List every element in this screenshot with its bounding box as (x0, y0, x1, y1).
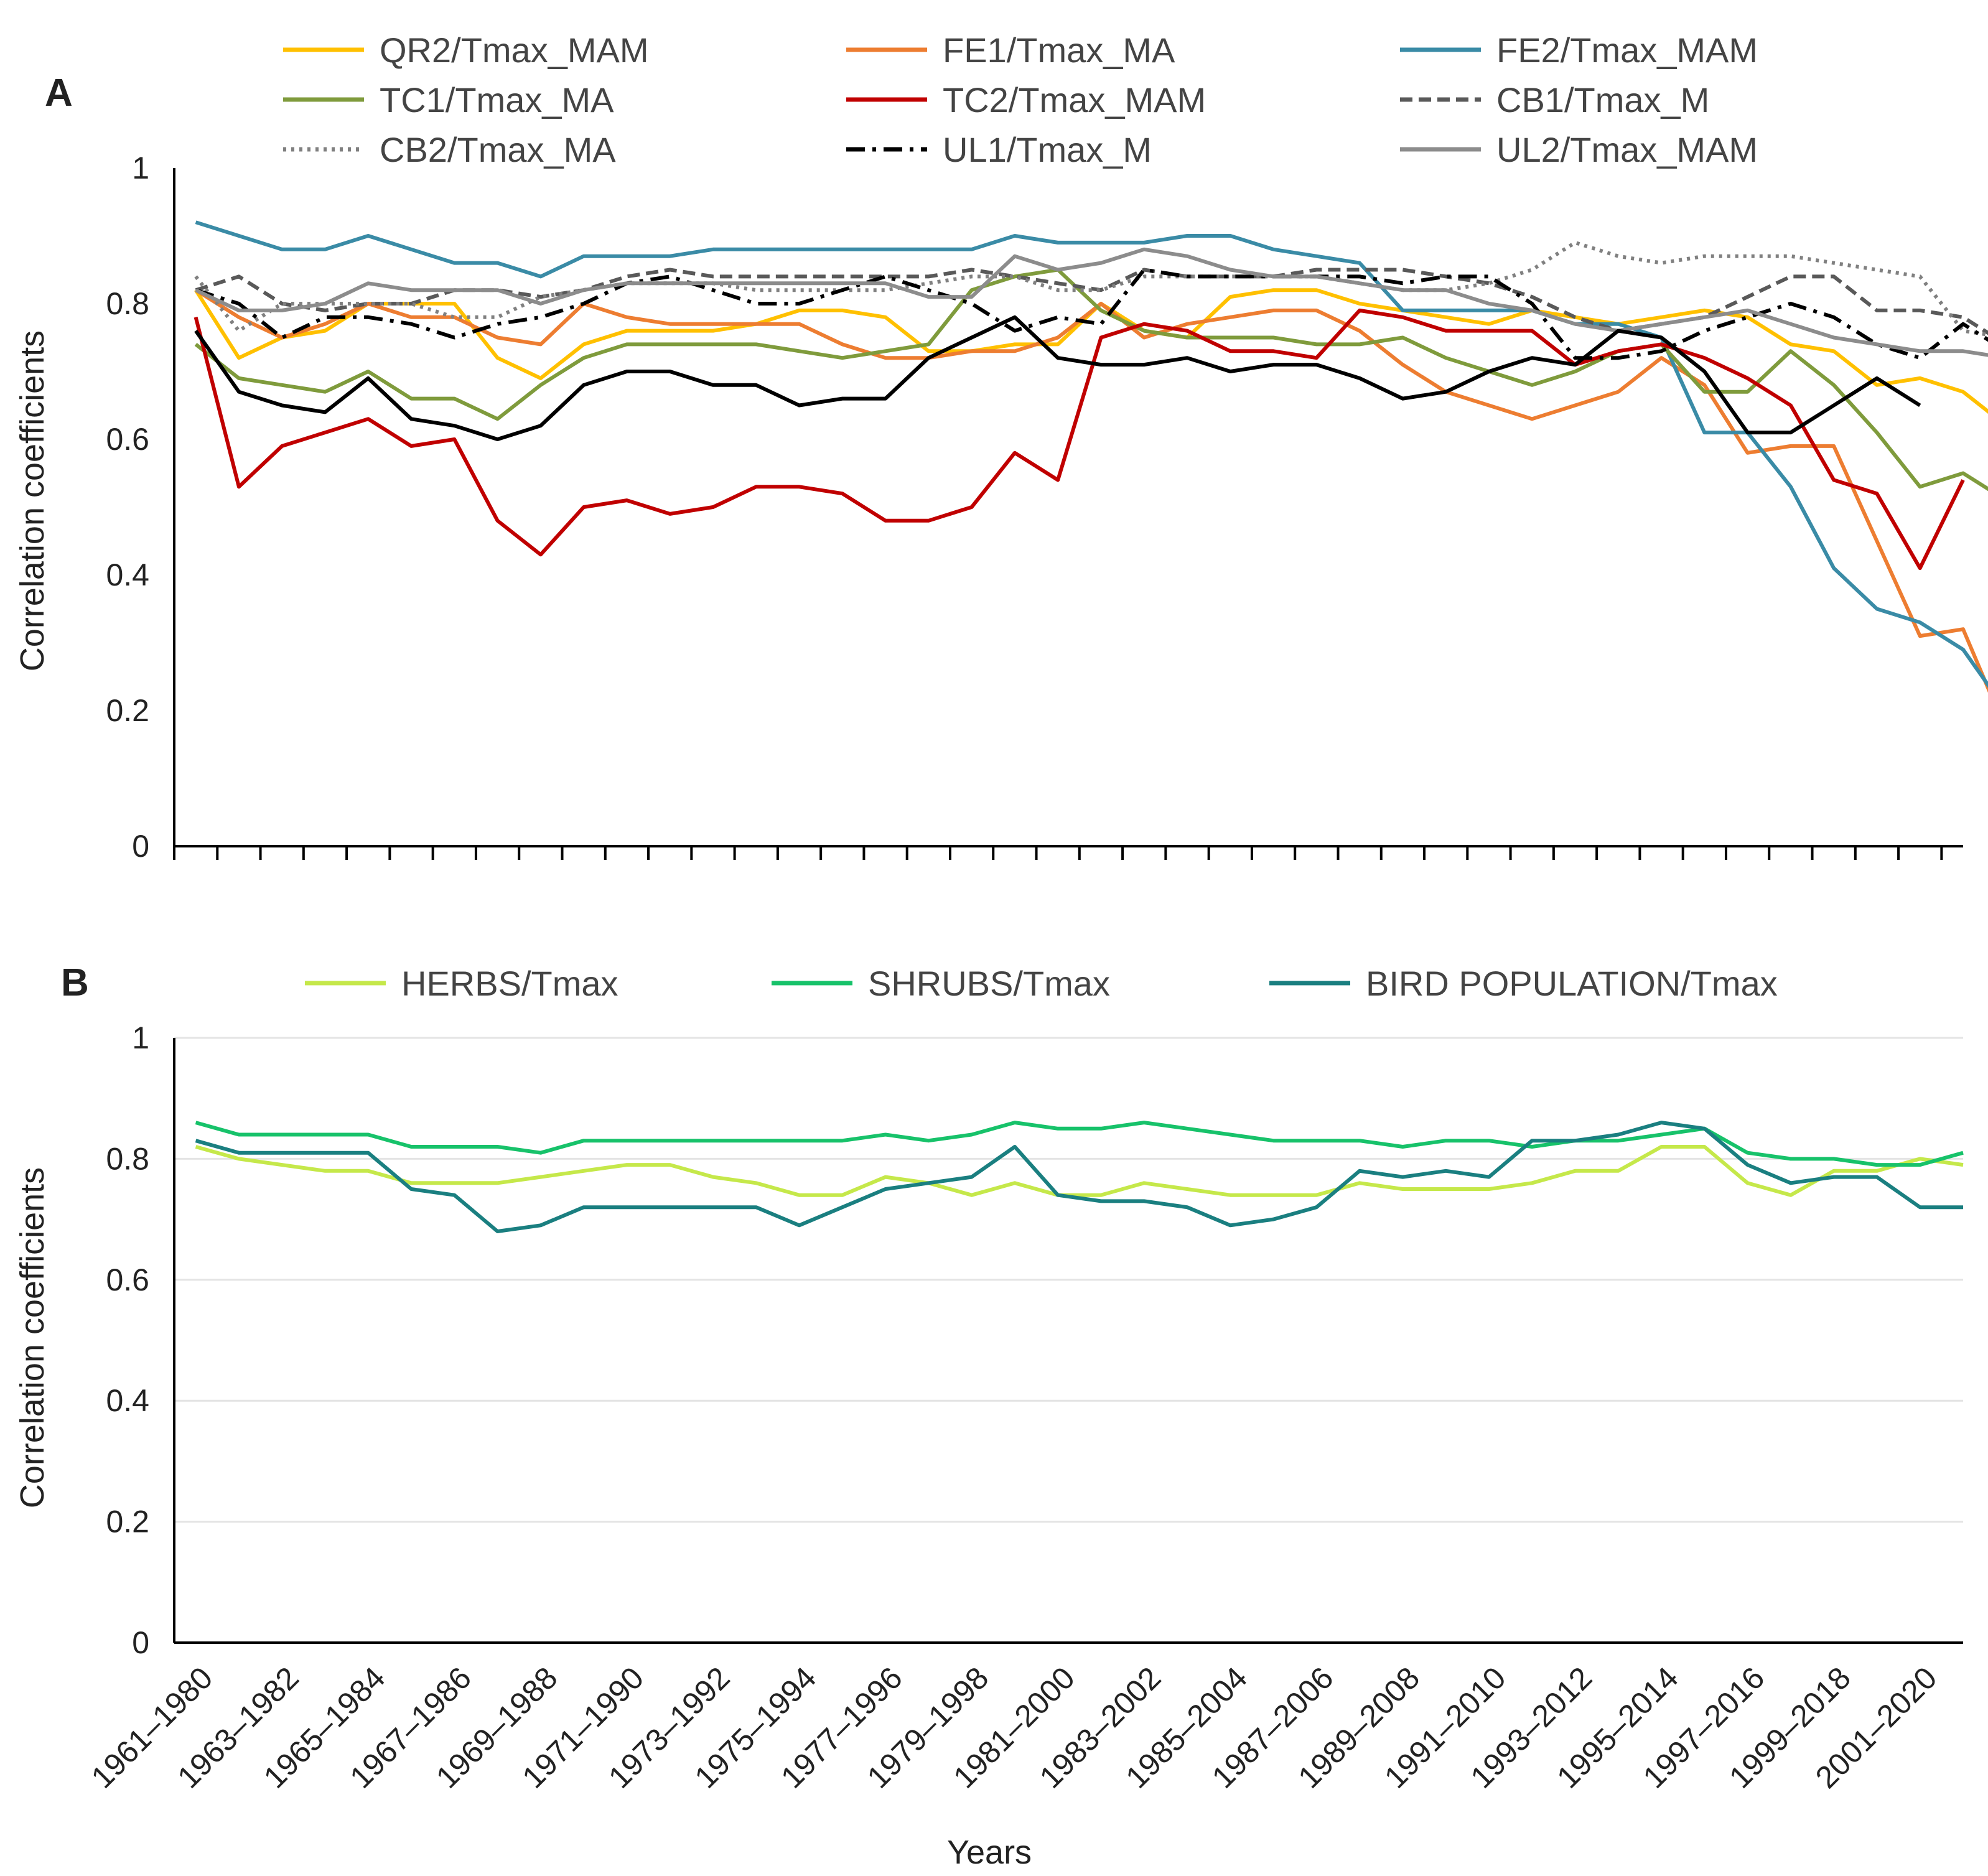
panel-letter: B (61, 961, 89, 1004)
series-line-unlabeled (194, 315, 1921, 441)
legend-label: CB1/Tmax_M (1496, 80, 1709, 119)
y-tick-label: 0 (132, 829, 149, 864)
legend-label: SHRUBS/Tmax (868, 964, 1110, 1003)
series-line-herbs-tmax (195, 1145, 1964, 1197)
y-tick-label: 0.6 (106, 1262, 149, 1297)
legend-label: FE2/Tmax_MAM (1496, 30, 1758, 70)
y-axis-label: Correlation coefficients (14, 1167, 51, 1508)
y-tick-label: 0 (132, 1625, 149, 1660)
y-tick-label: 0.2 (106, 1505, 149, 1539)
series-line-fe2-tmax-mam (195, 220, 1988, 688)
panel-a-chart: A 0 0.2 0.4 0.6 0.8 1 Correlation coefficients Q… (14, 30, 1988, 864)
y-tick-label: 0.4 (106, 1383, 149, 1418)
y-tick-label: 1 (132, 151, 149, 185)
legend-label: CB2/Tmax_MA (380, 130, 616, 169)
legend-label: HERBS/Tmax (401, 964, 618, 1003)
series-line-bird-population-tmax (195, 1121, 1963, 1233)
legend-label: UL1/Tmax_M (943, 130, 1152, 169)
legend-label: TC1/Tmax_MA (380, 80, 614, 119)
y-axis-label: Correlation coefficients (14, 330, 51, 671)
legend-label: FE1/Tmax_MA (943, 30, 1175, 70)
panel-b-chart: B 0 0.2 0.4 0.6 0.8 1 Correlation coefficients H… (14, 961, 1964, 1871)
y-tick-label: 1 (132, 1020, 149, 1055)
series-line-cb2-tmax-ma (194, 240, 1988, 337)
x-axis-label: Years (947, 1834, 1032, 1871)
series-line-cb1-tmax-m (195, 268, 1988, 335)
y-tick-label: 0.6 (106, 422, 149, 457)
y-tick-label: 0.2 (106, 693, 149, 728)
y-tick-label: 0.4 (106, 558, 149, 592)
series-line-tc1-tmax-ma (194, 268, 1988, 492)
series-line-ul1-tmax-m (195, 268, 1988, 360)
series-line-ul2-tmax-mam (195, 247, 1988, 357)
y-tick-label: 0.8 (106, 286, 149, 321)
series-line-shrubs-tmax (195, 1121, 1964, 1167)
y-tick-label: 0.8 (106, 1141, 149, 1176)
legend-label: BIRD POPULATION/Tmax (1366, 964, 1778, 1003)
series-line-fe1-tmax-ma (195, 288, 1988, 693)
legend-label: QR2/Tmax_MAM (380, 30, 649, 70)
series-line-tc2-tmax-mam (194, 308, 1965, 571)
panel-letter: A (45, 72, 73, 114)
legend-label: UL2/Tmax_MAM (1496, 130, 1758, 169)
legend-label: TC2/Tmax_MAM (943, 80, 1206, 119)
